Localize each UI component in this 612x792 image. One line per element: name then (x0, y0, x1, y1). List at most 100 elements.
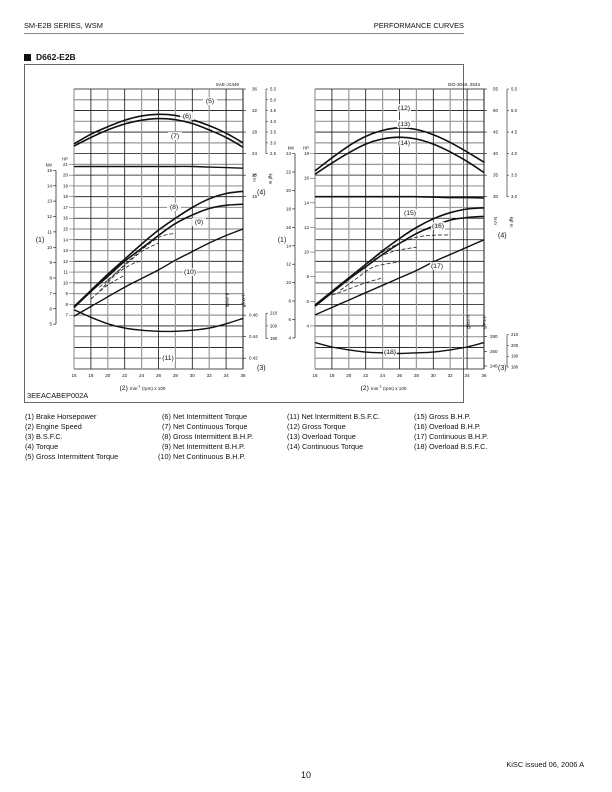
hp-tick: 19 (63, 183, 69, 188)
curve (314, 341, 485, 355)
torque-tick: 20 (252, 173, 258, 178)
legend-item: (18) Overload B.S.F.C. (414, 442, 488, 451)
torque-tick: 55 (493, 87, 499, 92)
x-tick-label: 30 (190, 373, 196, 378)
bsfc-tick: 260 (490, 349, 498, 354)
curve (73, 117, 244, 148)
legend-col-3: (11) Net Intermittent B.S.F.C. (12) Gros… (287, 412, 380, 452)
bsfc2-tick: 210 (270, 311, 278, 316)
curve-label: (14) (398, 140, 410, 147)
bsfc-axis-label: (3) (498, 365, 507, 372)
kgfm-tick: 4.0 (270, 119, 277, 124)
torque-tick: 30 (493, 194, 499, 199)
kgfm-tick: 5.5 (511, 87, 518, 92)
curve-label: (10) (184, 269, 196, 276)
curve (73, 228, 244, 317)
kgfm-tick: 5.0 (270, 97, 277, 102)
kgfm-tick: 5.0 (511, 108, 518, 113)
kw-tick: 20 (286, 188, 292, 193)
x-tick-label: 22 (122, 373, 128, 378)
hp-tick: 8 (65, 302, 68, 307)
nm-unit: N·m (252, 174, 257, 183)
legend-item: (2) Engine Speed (25, 422, 82, 431)
curve (314, 136, 485, 175)
partial-load-curve (99, 242, 159, 288)
hp-tick: 18 (63, 194, 69, 199)
torque-tick: 50 (493, 108, 499, 113)
legend-item: (3) B.S.F.C. (25, 432, 63, 441)
curve-label: (8) (170, 204, 178, 211)
kgfm-tick: 3.5 (270, 130, 277, 135)
kgfm-tick: 3.0 (511, 194, 518, 199)
torque-axis-label: (4) (498, 233, 507, 240)
hp-tick: 12 (304, 225, 310, 230)
kgfm-tick: 4.5 (270, 108, 277, 113)
issue-note: KiSC issued 06, 2006 A (506, 760, 584, 769)
nm-unit: N·m (493, 217, 498, 226)
legend-item: (7) Net Continuous Torque (162, 422, 248, 431)
x-tick-label: 32 (207, 373, 213, 378)
partial-load-curve (331, 277, 383, 296)
legend-item: (9) Net Intermittent B.H.P. (162, 442, 245, 451)
curve-label: (15) (404, 210, 416, 217)
curve (73, 165, 244, 169)
bsfc2-tick: 200 (270, 323, 278, 328)
running-header-left: SM-E2B SERIES, WSM (24, 21, 103, 30)
curve-label: (13) (398, 121, 410, 128)
kw-tick: 24 (286, 151, 292, 156)
figure-code: 3EEACABEP002A (27, 391, 88, 400)
x-tick-label: 16 (312, 373, 318, 378)
kw-tick: 14 (47, 183, 53, 188)
x-tick-label: 18 (329, 373, 335, 378)
bsfc2-tick: 190 (270, 336, 278, 341)
curve-label: (5) (206, 98, 214, 105)
right-chart-iso: 16 18 20 22 24 26 28 30 32 34 36 (2) min-1 (rpm) x … (278, 82, 519, 392)
hp-unit: HP (303, 146, 309, 151)
x-tick-label: 20 (105, 373, 111, 378)
curve (314, 195, 485, 199)
kw-tick: 7 (49, 291, 52, 296)
kw-tick: 11 (47, 229, 52, 234)
legend-col-2: (6) Net Intermittent Torque (7) Net Cont… (158, 412, 253, 462)
x-tick-label: 28 (414, 373, 420, 378)
kw-tick: 22 (286, 170, 292, 175)
partial-load-curve (340, 261, 400, 291)
standard-label: ISO-3046, 2534 (448, 82, 481, 87)
bsfc-tick: 240 (490, 364, 498, 369)
curve (314, 239, 485, 316)
hp-tick: 7 (65, 313, 68, 318)
left-chart-sae: 16 18 20 22 24 26 28 30 32 34 36 (2) min-1 (rpm) x … (36, 82, 278, 392)
bsfc2-tick: 180 (511, 365, 519, 370)
power-axis-label: (1) (278, 237, 287, 244)
hp-tick: 10 (304, 250, 310, 255)
curve (314, 207, 485, 306)
hp-tick: 15 (63, 227, 69, 232)
x-axis-label: (2) min-1 (rpm) x 100 (120, 385, 166, 393)
kw-tick: 10 (286, 280, 292, 285)
header-divider (24, 33, 464, 34)
curve-label: (6) (183, 113, 191, 120)
bsfc1-unit: g/kW·h (466, 314, 471, 328)
hp-tick: 14 (63, 237, 69, 242)
partial-load-curve (348, 234, 451, 280)
torque-tick: 36 (252, 87, 258, 92)
kgfm-tick: 2.5 (270, 151, 277, 156)
x-axis-label: (2) min-1 (rpm) x 100 (361, 385, 407, 393)
kw-tick: 5 (49, 322, 52, 327)
hp-tick: 21 (63, 162, 69, 167)
power-axis-label: (1) (36, 237, 45, 244)
partial-load-curve (99, 260, 142, 292)
x-tick-label: 16 (71, 373, 77, 378)
kgfm-tick: 4.5 (511, 130, 518, 135)
hp-tick: 20 (63, 173, 69, 178)
x-tick-label: 36 (240, 373, 246, 378)
hp-tick: 6 (306, 299, 309, 304)
kw-tick: 8 (49, 276, 52, 281)
kw-tick: 14 (286, 243, 292, 248)
x-tick-label: 34 (224, 373, 230, 378)
torque-tick: 16 (252, 194, 258, 199)
x-tick-label: 34 (465, 373, 471, 378)
hp-tick: 18 (304, 151, 310, 156)
torque-tick: 35 (493, 173, 499, 178)
curve-label: (18) (384, 349, 396, 356)
